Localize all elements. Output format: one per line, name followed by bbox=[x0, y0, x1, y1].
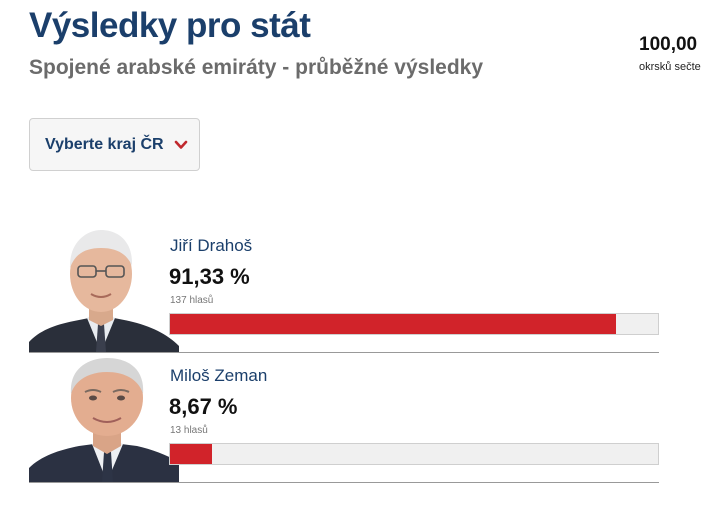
candidate-photo bbox=[29, 356, 179, 482]
page-title: Výsledky pro stát bbox=[29, 6, 311, 45]
candidate-row: Miloš Zeman 8,67 % 13 hlasů bbox=[29, 357, 659, 483]
region-select-button[interactable]: Vyberte kraj ČR bbox=[29, 118, 200, 171]
candidate-bar-fill bbox=[170, 314, 616, 334]
counted-label: okrsků sečte bbox=[639, 61, 701, 73]
region-select-label: Vyberte kraj ČR bbox=[45, 135, 164, 153]
counted-percent: 100,00 bbox=[639, 34, 698, 55]
candidate-percent: 8,67 % bbox=[169, 394, 238, 419]
candidate-name: Miloš Zeman bbox=[170, 366, 268, 385]
candidate-photo bbox=[29, 226, 179, 352]
candidate-bar bbox=[169, 443, 659, 465]
page-subtitle: Spojené arabské emiráty - průběžné výsle… bbox=[29, 56, 484, 79]
candidate-name: Jiří Drahoš bbox=[170, 236, 253, 255]
candidate-bar bbox=[169, 313, 659, 335]
candidate-row: Jiří Drahoš 91,33 % 137 hlasů bbox=[29, 227, 659, 353]
chevron-down-icon bbox=[174, 138, 188, 152]
candidate-votes: 137 hlasů bbox=[170, 295, 214, 306]
candidate-bar-fill bbox=[170, 444, 213, 464]
candidate-votes: 13 hlasů bbox=[170, 425, 208, 436]
candidate-percent: 91,33 % bbox=[169, 264, 250, 289]
